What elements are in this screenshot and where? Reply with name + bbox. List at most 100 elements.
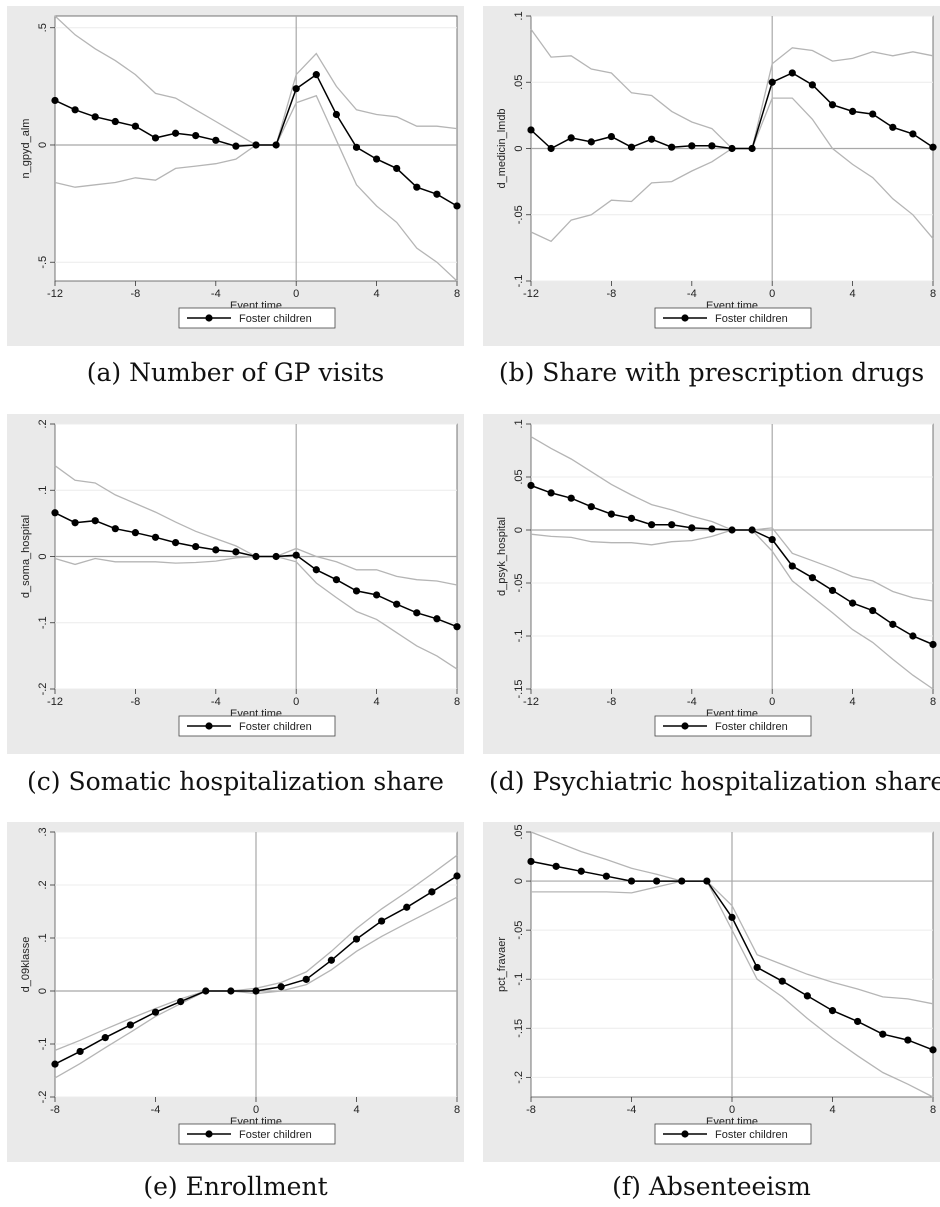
estimate-point [668, 521, 676, 529]
estimate-point [433, 615, 441, 623]
estimate-point [869, 110, 877, 118]
estimate-point [51, 509, 59, 517]
x-tick-label: 0 [293, 696, 299, 708]
x-tick-label: 4 [374, 288, 380, 300]
chart-b: -.1-.050.05.1d_medicin_lmdb-12 -8 -4 0 4 8Eve… [496, 11, 937, 329]
y-tick-label: -.15 [513, 680, 525, 699]
estimate-point [854, 1017, 862, 1026]
y-tick-label: .5 [37, 23, 49, 32]
chart-panel-b: -.1 -.05 0.05.1 d_medicin_lmdb -12 -8 -4 0 4 8 Eve… [483, 6, 940, 346]
estimate-point [527, 857, 535, 866]
x-tick-label: 4 [850, 288, 856, 300]
estimate-point [909, 632, 917, 640]
estimate-point [332, 576, 340, 584]
estimate-point [433, 190, 441, 198]
y-tick-label: .1 [37, 933, 49, 942]
x-tick-label: 0 [729, 1104, 735, 1116]
y-tick-label: -.1 [37, 1038, 49, 1051]
estimate-point [728, 913, 736, 921]
x-tick-label: 8 [930, 1104, 936, 1116]
estimate-point [653, 877, 661, 885]
estimate-point [252, 552, 260, 561]
x-tick-label: 8 [930, 696, 936, 708]
estimate-point [753, 963, 761, 972]
estimate-point [929, 1046, 937, 1054]
y-axis-label: d_medicin_lmdb [496, 108, 508, 188]
estimate-point [627, 877, 636, 885]
chart-panel-f: -.2 -.15 -.1 -.05 0.05 pct_fravaer -8 -4 0 4 8 Even… [483, 822, 940, 1162]
x-tick-label: 0 [293, 288, 299, 300]
estimate-point [527, 481, 535, 490]
estimate-point [808, 81, 816, 89]
estimate-point [352, 143, 361, 151]
legend-marker [681, 722, 689, 730]
estimate-point [567, 494, 575, 502]
chart-d: -.15 -.1 -.05 0 .05 .1 d_psyk_hospital -12 -8 -4 0… [496, 419, 937, 737]
estimate-point [352, 587, 361, 595]
y-tick-label: -.1 [513, 973, 525, 986]
estimate-point [909, 130, 917, 138]
estimate-point [177, 998, 185, 1006]
estimate-point [728, 526, 736, 534]
x-tick-label: 4 [829, 1104, 835, 1116]
y-tick-label: -.05 [513, 921, 525, 940]
x-tick-label: -8 [607, 288, 617, 300]
x-tick-label: -12 [47, 696, 63, 708]
legend-marker [205, 1130, 213, 1138]
estimate-point [51, 1060, 59, 1068]
x-tick-label: 8 [454, 1104, 460, 1116]
estimate-point [929, 143, 937, 151]
x-tick-label: -4 [151, 1104, 161, 1116]
y-tick-label: 0 [513, 878, 525, 884]
estimate-point [889, 123, 897, 131]
x-tick-label: 8 [930, 288, 936, 300]
x-tick-label: -12 [523, 696, 539, 708]
estimate-point [869, 606, 877, 615]
estimate-point [192, 132, 200, 140]
estimate-point [602, 872, 610, 880]
y-axis-label: d_09klasse [20, 937, 32, 993]
x-tick-label: 8 [454, 696, 460, 708]
y-tick-label: .05 [513, 75, 525, 90]
estimate-point [232, 142, 240, 150]
legend-label: Foster children [715, 1129, 788, 1141]
legend-label: Foster children [239, 1129, 312, 1141]
caption-a: (a) Number of GP visits [86, 358, 385, 387]
y-axis-label: n_gpyd_alm [20, 119, 32, 179]
estimate-point [453, 623, 461, 631]
chart-panel-d: -.15 -.1 -.05 0 .05 .1 d_psyk_hospital -12 -8 -4 0… [483, 414, 940, 754]
y-tick-label: .3 [37, 827, 49, 836]
estimate-point [748, 144, 756, 153]
estimate-point [393, 600, 401, 608]
y-tick-label: -.05 [513, 205, 525, 224]
estimate-point [202, 987, 210, 995]
estimate-point [71, 519, 79, 527]
x-tick-label: 0 [253, 1104, 259, 1116]
estimate-point [453, 202, 461, 210]
estimate-point [76, 1047, 84, 1056]
legend-label: Foster children [239, 313, 312, 325]
estimate-point [252, 987, 260, 995]
estimate-point [803, 992, 811, 1000]
estimate-point [904, 1036, 912, 1044]
estimate-point [587, 503, 595, 511]
y-tick-label: -.2 [37, 683, 49, 696]
estimate-point [378, 917, 386, 925]
estimate-point [131, 529, 139, 537]
estimate-point [527, 126, 535, 134]
estimate-point [668, 143, 676, 151]
y-tick-label: .2 [37, 880, 49, 889]
estimate-point [828, 101, 837, 109]
x-tick-label: -8 [131, 288, 141, 300]
estimate-point [879, 1030, 887, 1038]
estimate-point [768, 535, 776, 544]
x-tick-label: -8 [607, 696, 617, 708]
legend-box [178, 1123, 336, 1145]
legend-box [654, 1123, 812, 1145]
estimate-point [352, 935, 361, 943]
estimate-point [51, 96, 59, 105]
estimate-point [413, 609, 421, 617]
legend-label: Foster children [715, 313, 788, 325]
